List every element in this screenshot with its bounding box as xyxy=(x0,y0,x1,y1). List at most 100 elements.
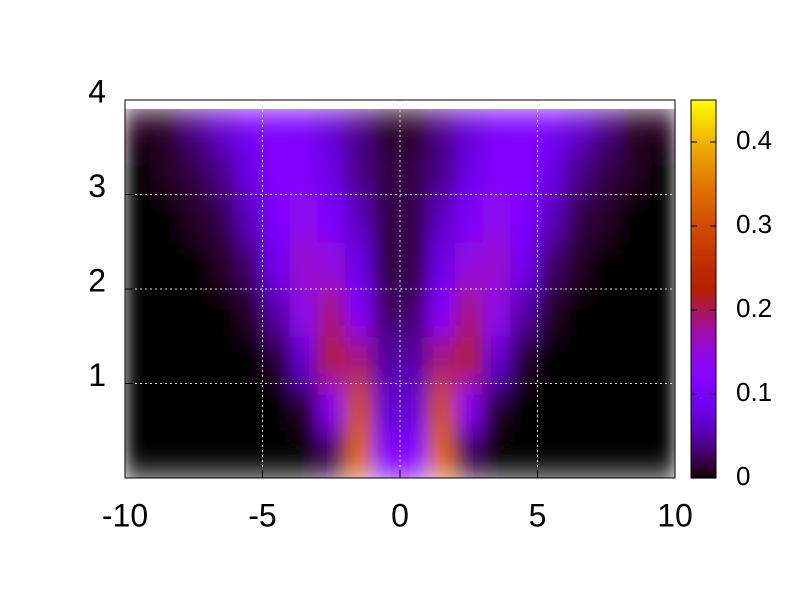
heat-cell xyxy=(207,383,236,432)
heat-cell xyxy=(427,194,456,243)
heat-cell xyxy=(620,241,648,290)
heat-cell xyxy=(565,147,593,195)
heat-cell xyxy=(207,147,236,195)
colorbar-step xyxy=(691,207,716,211)
heat-cell xyxy=(345,430,373,478)
y-tick-label: 3 xyxy=(88,168,106,204)
y-tick-label: 2 xyxy=(88,262,106,298)
heat-cell xyxy=(235,109,263,148)
colorbar-step xyxy=(691,418,716,422)
colorbar-step xyxy=(691,345,716,350)
colorbar-step xyxy=(691,298,716,303)
colorbar-step xyxy=(691,263,716,268)
heat-cell xyxy=(180,109,208,148)
colorbar-step xyxy=(691,336,716,340)
heat-cell xyxy=(207,241,236,290)
heat-cell xyxy=(592,383,621,432)
heat-cell xyxy=(345,289,373,337)
colorbar-step xyxy=(691,147,716,151)
heat-cell xyxy=(620,383,648,432)
heat-cell xyxy=(372,147,401,195)
heat-cell xyxy=(427,289,456,337)
heat-cell xyxy=(125,430,153,478)
colorbar-step xyxy=(691,100,716,104)
colorbar-step xyxy=(691,270,716,274)
colorbar-step xyxy=(691,112,716,117)
heat-cell xyxy=(565,194,593,243)
heat-cell xyxy=(427,383,456,432)
heat-cell xyxy=(207,194,236,243)
heat-cell xyxy=(180,289,208,337)
colorbar-step xyxy=(691,131,716,136)
heat-cell xyxy=(180,336,208,384)
colorbar-step xyxy=(691,185,716,189)
heat-cell xyxy=(235,241,263,290)
colorbar-step xyxy=(691,203,716,208)
heat-cell xyxy=(290,336,318,384)
heat-cell xyxy=(345,109,373,148)
colorbar-step xyxy=(691,329,716,334)
colorbar-step xyxy=(691,140,716,145)
colorbar-step xyxy=(691,459,716,463)
heat-cell xyxy=(455,336,483,384)
heat-cell xyxy=(207,430,236,478)
heat-cell xyxy=(235,430,263,478)
heat-cell xyxy=(647,383,675,432)
heat-cell xyxy=(180,194,208,243)
heat-cell xyxy=(345,147,373,195)
colorbar-step xyxy=(691,433,716,438)
colorbar-step xyxy=(691,374,716,378)
heat-cell xyxy=(345,383,373,432)
colorbar-step xyxy=(691,405,716,410)
y-tick-label: 4 xyxy=(88,73,106,109)
x-tick-label: -5 xyxy=(248,497,276,533)
heat-cell xyxy=(620,289,648,337)
heat-cell xyxy=(592,241,621,290)
x-tick-label: 5 xyxy=(529,497,547,533)
colorbar-step xyxy=(691,260,716,265)
colorbar-step xyxy=(691,289,716,293)
colorbar-step xyxy=(691,292,716,296)
colorbar-step xyxy=(691,396,716,400)
colorbar-step xyxy=(691,421,716,426)
heat-cell xyxy=(510,430,538,478)
colorbar-step xyxy=(691,276,716,281)
heat-cell xyxy=(400,194,428,243)
heat-cell xyxy=(482,336,511,384)
heat-cell xyxy=(647,430,675,478)
heatmap-cells xyxy=(125,109,675,478)
colorbar-step xyxy=(691,200,716,205)
colorbar-step xyxy=(691,279,716,284)
colorbar-step xyxy=(691,437,716,441)
colorbar-tick-label: 0 xyxy=(736,461,750,491)
colorbar-tick-label: 0.1 xyxy=(736,377,772,407)
heat-cell xyxy=(510,383,538,432)
heat-cell xyxy=(125,383,153,432)
heat-cell xyxy=(455,289,483,337)
colorbar-step xyxy=(691,191,716,196)
colorbar-step xyxy=(691,254,716,259)
colorbar-step xyxy=(691,355,716,359)
heat-cell xyxy=(290,289,318,337)
colorbar-step xyxy=(691,156,716,161)
heat-cell xyxy=(647,109,675,148)
colorbar-step xyxy=(691,106,716,111)
heat-cell xyxy=(565,289,593,337)
heat-cell xyxy=(592,336,621,384)
heat-cell xyxy=(482,147,511,195)
colorbar-step xyxy=(691,181,716,186)
colorbar-step xyxy=(691,339,716,344)
heat-cell xyxy=(317,109,346,148)
heat-cell xyxy=(482,194,511,243)
colorbar-step xyxy=(691,386,716,391)
colorbar-step xyxy=(691,134,716,139)
heat-cell xyxy=(565,383,593,432)
heat-cell xyxy=(152,241,181,290)
colorbar-step xyxy=(691,446,716,451)
heat-cell xyxy=(510,241,538,290)
colorbar-step xyxy=(691,226,716,230)
heat-cell xyxy=(152,430,181,478)
colorbar-step xyxy=(691,172,716,177)
colorbar-step xyxy=(691,399,716,403)
colorbar-step xyxy=(691,144,716,148)
